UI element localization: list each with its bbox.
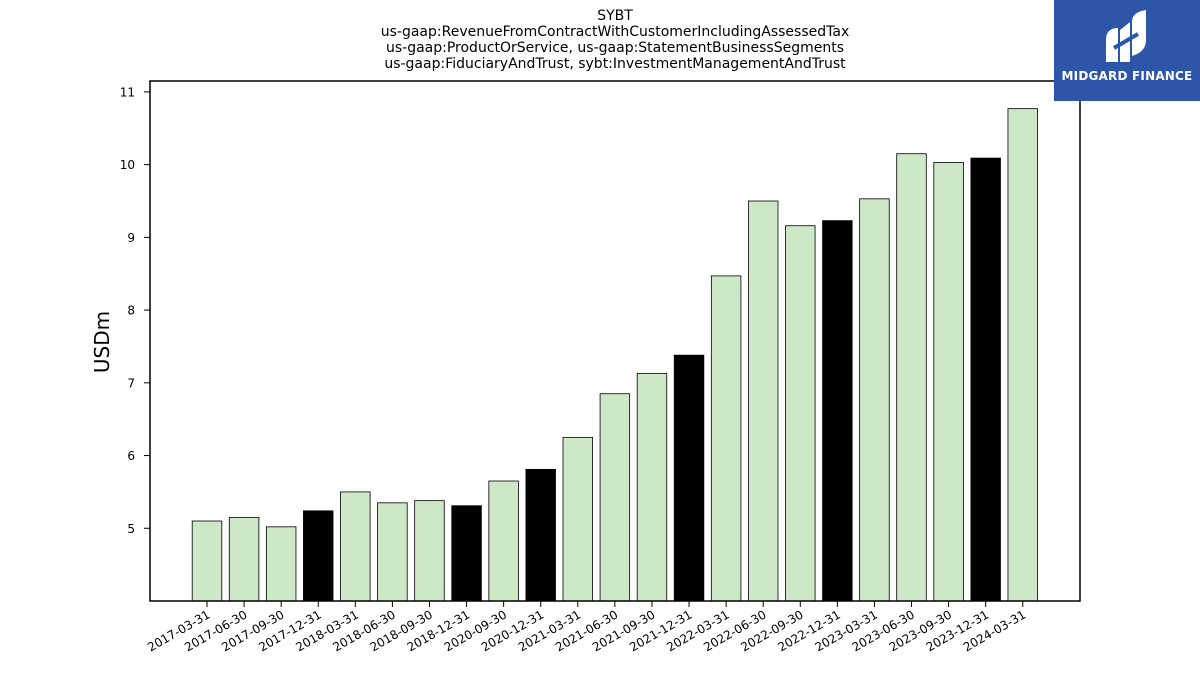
y-tick-label: 5	[127, 522, 135, 536]
bar-2023-09-30	[933, 162, 964, 602]
title-concept: us-gaap:RevenueFromContractWithCustomerI…	[380, 24, 850, 40]
bar-2017-06-30	[228, 516, 260, 602]
y-tick-label: 10	[120, 158, 135, 172]
bar-2022-03-31	[710, 275, 742, 602]
bar-2021-12-31	[673, 354, 705, 602]
midgard-logo-icon	[1106, 10, 1146, 62]
bar-2017-09-30	[265, 526, 297, 602]
bar-2017-03-31	[191, 520, 223, 602]
bar-2020-09-30	[488, 480, 519, 602]
y-tick-label: 6	[127, 449, 135, 463]
y-tick-label: 8	[127, 304, 135, 318]
bar-2022-06-30	[748, 200, 779, 602]
bar-2022-09-30	[785, 225, 816, 602]
bar-2021-03-31	[562, 436, 594, 602]
bar-2024-03-31	[1007, 108, 1038, 602]
bar-2017-12-31	[303, 510, 334, 602]
bar-2023-03-31	[859, 198, 890, 602]
y-axis: 5 6 7 8 9 10 11	[120, 85, 150, 536]
title-ticker: SYBT	[597, 8, 633, 24]
logo-text: MIDGARD FINANCE	[1061, 69, 1193, 83]
brand-logo: MIDGARD FINANCE	[1054, 0, 1200, 101]
y-axis-label: USDm	[90, 311, 114, 373]
bar-2023-12-31	[970, 157, 1001, 602]
bar-2018-09-30	[414, 500, 445, 602]
bar-2021-09-30	[636, 372, 668, 602]
bar-2020-12-31	[525, 468, 556, 602]
bars-group	[191, 108, 1038, 602]
bar-2018-06-30	[377, 502, 408, 602]
x-axis: 2017-03-312017-06-302017-09-302017-12-31…	[145, 601, 1028, 654]
bar-2023-06-30	[896, 153, 927, 602]
y-tick-label: 9	[127, 231, 135, 245]
y-tick-label: 11	[120, 85, 135, 99]
y-tick-label: 7	[127, 376, 135, 390]
bar-2022-12-31	[822, 220, 853, 602]
bar-2021-06-30	[599, 393, 631, 602]
title-axes: us-gaap:ProductOrService, us-gaap:Statem…	[385, 40, 844, 56]
bar-2018-12-31	[451, 505, 482, 602]
title-members: us-gaap:FiduciaryAndTrust, sybt:Investme…	[384, 56, 846, 72]
bar-2018-03-31	[340, 491, 371, 602]
